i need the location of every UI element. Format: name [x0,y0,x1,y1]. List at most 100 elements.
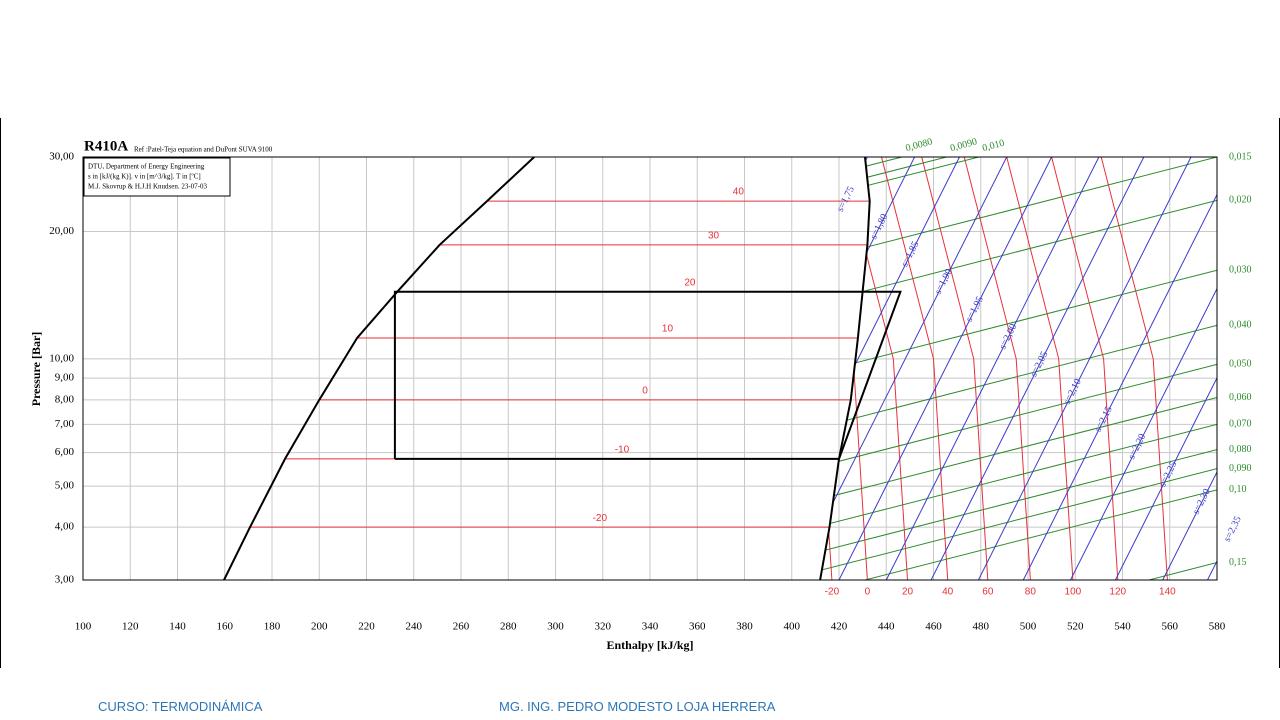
isotherm [921,157,989,580]
x-tick-label: 260 [453,621,470,633]
x-tick-label: 540 [1114,621,1131,633]
y-tick-label: 7,00 [55,418,75,430]
saturation-line [223,157,535,580]
isotherm-label: 40 [942,587,954,598]
isotherm [881,157,949,580]
isochore-label: 0,0090 [949,136,978,154]
x-tick-label: 420 [831,621,848,633]
isochore [820,562,1217,580]
isochore [820,423,1217,528]
info-line: s in [kJ/(kg K)]. v in [m^3/kg]. T in [º… [88,173,201,181]
x-tick-label: 520 [1067,621,1084,633]
isochore-label: 0,090 [1229,463,1252,474]
x-tick-label: 220 [358,621,375,633]
isochore-label: 0,10 [1229,484,1247,495]
grid [82,156,1218,581]
isotherm-label: 120 [1109,587,1126,598]
isentrope-label: s=2,35 [1222,515,1244,544]
x-tick-label: 580 [1209,621,1226,633]
isotherm-label: 10 [662,324,674,335]
isentrope [1022,157,1217,580]
isochore [820,157,1217,191]
y-tick-label: 6,00 [55,446,75,458]
isochore [820,324,1217,429]
isentrope [820,157,868,580]
isentrope-label: s=2,30 [1191,487,1213,516]
x-axis-label: Enthalpy [kJ/kg] [606,638,693,652]
y-tick-label: 5,00 [55,480,75,492]
y-axis-label: Pressure [Bar] [29,332,43,407]
info-box [83,157,231,197]
isochore-label: 0,015 [1229,151,1252,162]
x-tick-label: 480 [973,621,990,633]
isentrope-label: s=1,85 [899,240,921,269]
footer-author: MG. ING. PEDRO MODESTO LOJA HERRERA [499,699,776,714]
x-tick-label: 380 [736,621,753,633]
isotherm-label: 20 [684,277,696,288]
isotherm-label: 20 [902,587,914,598]
isochore [820,157,1217,200]
isentrope-label: s=2,15 [1093,405,1115,434]
footer-course: CURSO: TERMODINÁMICA [98,699,263,714]
isochore [820,468,1217,573]
x-tick-label: 160 [217,621,234,633]
isotherm-label: 0 [642,385,648,396]
isotherm-label: 140 [1159,587,1176,598]
x-tick-label: 300 [547,621,564,633]
x-tick-label: 200 [311,621,328,633]
isotherm-label: 40 [733,187,745,198]
x-tick-label: 240 [406,621,423,633]
plot-frame [82,156,1218,581]
isochore [820,489,1217,580]
isochore-label: 0,15 [1229,557,1247,568]
y-tick-label: 3,00 [55,574,75,586]
chart: 100 120 140 160 180 200 220 240 260 280 300 320 340 3… [0,118,1280,668]
chart-subtitle: Ref :Patel-Teja equation and DuPont SUVA… [134,146,273,154]
isochore [820,157,1217,180]
saturation-line [819,157,871,580]
x-tick-label: 460 [925,621,942,633]
isentrope-label: s=2,00 [997,322,1019,351]
isentrope-label: s=2,05 [1028,350,1050,379]
isochore [820,449,1217,554]
isotherm-label: 80 [1025,587,1037,598]
isotherm [1100,157,1168,580]
info-line: DTU, Department of Energy Engineering [88,163,205,171]
x-tick-label: 280 [500,621,517,633]
y-tick-label: 4,00 [55,521,75,533]
isentrope [820,157,960,580]
chart-title: R410A [84,138,128,154]
isochore-label: 0,0080 [904,136,933,154]
isochore [820,157,1217,261]
y-tick-label: 10,00 [49,352,74,364]
isochore [820,363,1217,468]
isentrope [820,157,916,580]
isotherm-label: 0 [865,587,871,598]
x-tick-label: 340 [642,621,659,633]
plot-area [223,157,902,580]
x-tick-label: 360 [689,621,706,633]
cycle-line [393,290,902,460]
isentrope-label: s=2,10 [1062,377,1084,406]
isochore-label: 0,050 [1229,359,1252,370]
isentrope [930,157,1145,580]
isochore-label: 0,080 [1229,444,1252,455]
isochore-label: 0,030 [1229,264,1252,275]
isotherm-label: 30 [708,230,720,241]
y-tick-label: 9,00 [55,372,75,384]
isochore [820,397,1217,501]
x-tick-label: 180 [264,621,281,633]
isentrope-label: s=1,75 [835,185,857,214]
isotherm-label: 100 [1065,587,1082,598]
x-tick-label: 500 [1020,621,1037,633]
isotherm-label: 60 [982,587,994,598]
isentrope [977,157,1192,580]
isochore-label: 0,010 [981,138,1006,154]
y-tick-label: 30,00 [49,151,74,163]
isotherm [820,157,833,580]
isochore-label: 0,070 [1229,419,1252,430]
isotherm [963,157,1031,580]
x-tick-label: 440 [878,621,895,633]
isochore-label: 0,060 [1229,392,1252,403]
